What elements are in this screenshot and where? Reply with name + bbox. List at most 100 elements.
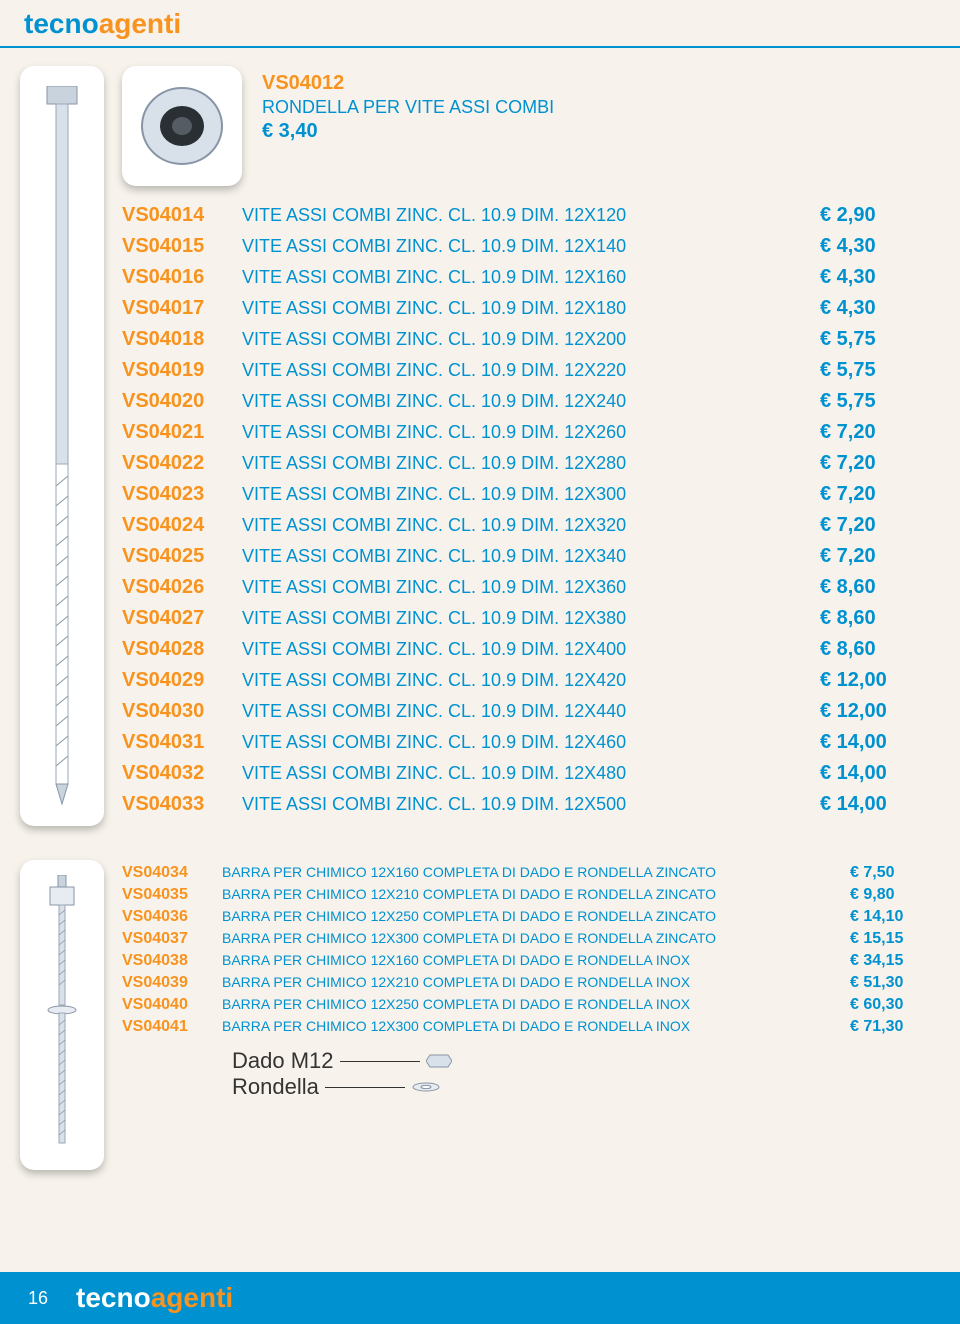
price-table-1: VS04014VITE ASSI COMBI ZINC. CL. 10.9 DI… xyxy=(122,200,930,820)
product-desc: VITE ASSI COMBI ZINC. CL. 10.9 DIM. 12X4… xyxy=(242,670,820,691)
table-row: VS04035BARRA PER CHIMICO 12X210 COMPLETA… xyxy=(122,884,930,906)
product-code: VS04038 xyxy=(122,952,222,970)
featured-price: € 3,40 xyxy=(262,120,554,143)
product-price: € 71,30 xyxy=(850,1018,930,1036)
product-desc: VITE ASSI COMBI ZINC. CL. 10.9 DIM. 12X4… xyxy=(242,732,820,753)
product-code: VS04034 xyxy=(122,864,222,882)
product-price: € 12,00 xyxy=(820,700,930,723)
product-price: € 7,20 xyxy=(820,452,930,475)
product-price: € 5,75 xyxy=(820,359,930,382)
product-desc: BARRA PER CHIMICO 12X160 COMPLETA DI DAD… xyxy=(222,952,850,968)
product-code: VS04025 xyxy=(122,545,242,568)
product-price: € 4,30 xyxy=(820,297,930,320)
product-code: VS04030 xyxy=(122,700,242,723)
product-code: VS04019 xyxy=(122,359,242,382)
product-desc: BARRA PER CHIMICO 12X160 COMPLETA DI DAD… xyxy=(222,864,850,880)
nut-icon xyxy=(426,1053,452,1069)
table-row: VS04019VITE ASSI COMBI ZINC. CL. 10.9 DI… xyxy=(122,355,930,386)
product-desc: VITE ASSI COMBI ZINC. CL. 10.9 DIM. 12X1… xyxy=(242,298,820,319)
table-row: VS04027VITE ASSI COMBI ZINC. CL. 10.9 DI… xyxy=(122,603,930,634)
product-desc: VITE ASSI COMBI ZINC. CL. 10.9 DIM. 12X3… xyxy=(242,577,820,598)
price-table-2: VS04034BARRA PER CHIMICO 12X160 COMPLETA… xyxy=(122,862,930,1038)
table-row: VS04031VITE ASSI COMBI ZINC. CL. 10.9 DI… xyxy=(122,727,930,758)
product-code: VS04020 xyxy=(122,390,242,413)
product-price: € 9,80 xyxy=(850,886,930,904)
table-row: VS04029VITE ASSI COMBI ZINC. CL. 10.9 DI… xyxy=(122,665,930,696)
product-price: € 7,20 xyxy=(820,483,930,506)
product-desc: VITE ASSI COMBI ZINC. CL. 10.9 DIM. 12X3… xyxy=(242,608,820,629)
product-code: VS04024 xyxy=(122,514,242,537)
product-price: € 5,75 xyxy=(820,328,930,351)
product-code: VS04026 xyxy=(122,576,242,599)
product-price: € 51,30 xyxy=(850,974,930,992)
table-row: VS04037BARRA PER CHIMICO 12X300 COMPLETA… xyxy=(122,928,930,950)
table-row: VS04024VITE ASSI COMBI ZINC. CL. 10.9 DI… xyxy=(122,510,930,541)
table-row: VS04014VITE ASSI COMBI ZINC. CL. 10.9 DI… xyxy=(122,200,930,231)
product-price: € 7,20 xyxy=(820,421,930,444)
product-desc: BARRA PER CHIMICO 12X300 COMPLETA DI DAD… xyxy=(222,1018,850,1034)
table-row: VS04039BARRA PER CHIMICO 12X210 COMPLETA… xyxy=(122,972,930,994)
table-row: VS04025VITE ASSI COMBI ZINC. CL. 10.9 DI… xyxy=(122,541,930,572)
product-price: € 7,50 xyxy=(850,864,930,882)
product-desc: BARRA PER CHIMICO 12X210 COMPLETA DI DAD… xyxy=(222,886,850,902)
product-code: VS04027 xyxy=(122,607,242,630)
footer-brand-part2: agenti xyxy=(151,1282,233,1313)
product-desc: VITE ASSI COMBI ZINC. CL. 10.9 DIM. 12X3… xyxy=(242,515,820,536)
footer: 16 tecnoagenti xyxy=(0,1272,960,1324)
product-price: € 14,00 xyxy=(820,731,930,754)
washer-image-box xyxy=(122,66,242,186)
table-row: VS04021VITE ASSI COMBI ZINC. CL. 10.9 DI… xyxy=(122,417,930,448)
divider xyxy=(0,46,960,48)
table-row: VS04017VITE ASSI COMBI ZINC. CL. 10.9 DI… xyxy=(122,293,930,324)
product-desc: VITE ASSI COMBI ZINC. CL. 10.9 DIM. 12X3… xyxy=(242,484,820,505)
product-desc: VITE ASSI COMBI ZINC. CL. 10.9 DIM. 12X2… xyxy=(242,391,820,412)
product-code: VS04016 xyxy=(122,266,242,289)
product-price: € 12,00 xyxy=(820,669,930,692)
brand-part2: agenti xyxy=(99,8,181,39)
legend-line-icon xyxy=(325,1087,405,1088)
product-code: VS04023 xyxy=(122,483,242,506)
product-desc: VITE ASSI COMBI ZINC. CL. 10.9 DIM. 12X1… xyxy=(242,205,820,226)
product-desc: VITE ASSI COMBI ZINC. CL. 10.9 DIM. 12X5… xyxy=(242,794,820,815)
product-desc: VITE ASSI COMBI ZINC. CL. 10.9 DIM. 12X2… xyxy=(242,422,820,443)
table-row: VS04026VITE ASSI COMBI ZINC. CL. 10.9 DI… xyxy=(122,572,930,603)
footer-brand: tecnoagenti xyxy=(76,1282,233,1314)
screw-image-box xyxy=(20,66,104,826)
footer-brand-part1: tecno xyxy=(76,1282,151,1313)
product-code: VS04029 xyxy=(122,669,242,692)
bolt-icon xyxy=(40,875,84,1155)
product-desc: VITE ASSI COMBI ZINC. CL. 10.9 DIM. 12X4… xyxy=(242,639,820,660)
table-row: VS04034BARRA PER CHIMICO 12X160 COMPLETA… xyxy=(122,862,930,884)
legend-rondella: Rondella xyxy=(232,1074,319,1100)
product-price: € 14,00 xyxy=(820,793,930,816)
product-price: € 2,90 xyxy=(820,204,930,227)
table-row: VS04040BARRA PER CHIMICO 12X250 COMPLETA… xyxy=(122,994,930,1016)
product-price: € 7,20 xyxy=(820,545,930,568)
product-desc: BARRA PER CHIMICO 12X210 COMPLETA DI DAD… xyxy=(222,974,850,990)
product-price: € 4,30 xyxy=(820,266,930,289)
product-desc: VITE ASSI COMBI ZINC. CL. 10.9 DIM. 12X4… xyxy=(242,763,820,784)
legend: Dado M12 Rondella xyxy=(232,1048,930,1100)
bolt-image-box xyxy=(20,860,104,1170)
bolt-image-container xyxy=(20,850,104,1170)
featured-desc: RONDELLA PER VITE ASSI COMBI xyxy=(262,97,554,118)
product-price: € 7,20 xyxy=(820,514,930,537)
product-price: € 34,15 xyxy=(850,952,930,970)
product-desc: VITE ASSI COMBI ZINC. CL. 10.9 DIM. 12X2… xyxy=(242,453,820,474)
screw-icon xyxy=(37,86,87,806)
table-row: VS04032VITE ASSI COMBI ZINC. CL. 10.9 DI… xyxy=(122,758,930,789)
product-price: € 8,60 xyxy=(820,607,930,630)
product-code: VS04017 xyxy=(122,297,242,320)
product-desc: VITE ASSI COMBI ZINC. CL. 10.9 DIM. 12X1… xyxy=(242,236,820,257)
product-price: € 5,75 xyxy=(820,390,930,413)
brand-header: tecnoagenti xyxy=(0,0,960,46)
featured-code: VS04012 xyxy=(262,72,554,95)
product-desc: BARRA PER CHIMICO 12X300 COMPLETA DI DAD… xyxy=(222,930,850,946)
product-code: VS04040 xyxy=(122,996,222,1014)
product-price: € 14,00 xyxy=(820,762,930,785)
washer-small-icon xyxy=(411,1081,441,1093)
page-number: 16 xyxy=(28,1288,48,1309)
product-code: VS04028 xyxy=(122,638,242,661)
product-price: € 60,30 xyxy=(850,996,930,1014)
product-code: VS04037 xyxy=(122,930,222,948)
